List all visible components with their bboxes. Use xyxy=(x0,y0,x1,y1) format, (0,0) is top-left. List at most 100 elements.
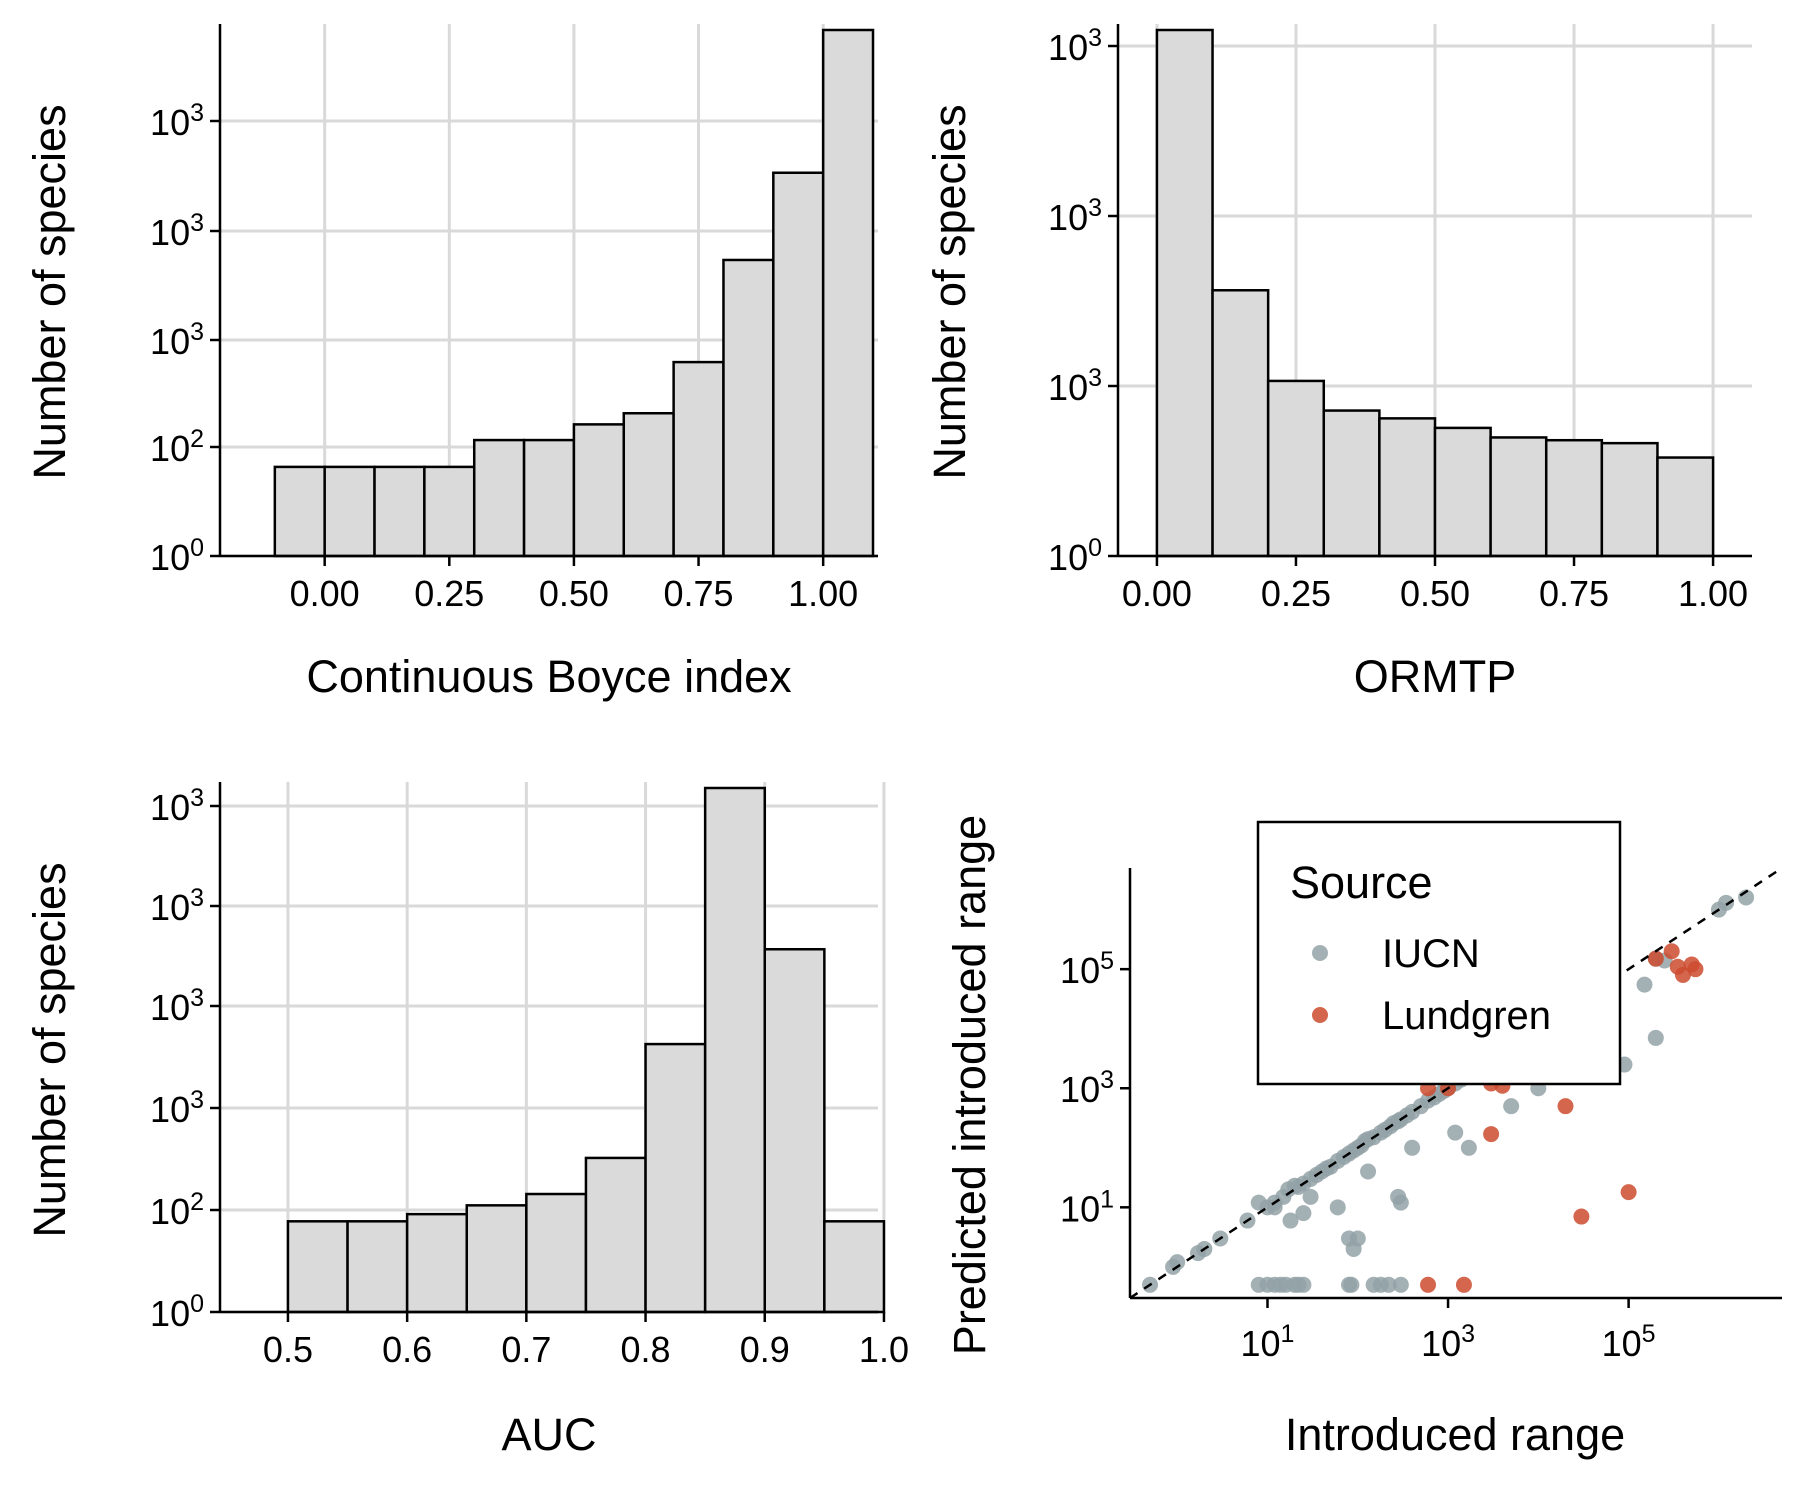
y-tick-label: 103 xyxy=(1060,1066,1114,1110)
tick-base: 10 xyxy=(1421,1323,1461,1364)
legend-swatch-lundgren xyxy=(1312,1007,1328,1023)
histogram-bar xyxy=(584,1156,647,1314)
histogram-bar xyxy=(722,258,775,558)
legend-label-iucn: IUCN xyxy=(1382,932,1480,976)
y-tick-label: 101 xyxy=(1060,1185,1114,1229)
tick-base: 10 xyxy=(1241,1323,1281,1364)
iucn-point xyxy=(1302,1188,1319,1205)
lundgren-point xyxy=(1647,950,1664,967)
tick-base: 10 xyxy=(1048,367,1088,408)
x-tick-label: 0.50 xyxy=(1400,573,1470,614)
lundgren-point xyxy=(1573,1208,1590,1225)
x-tick-label: 0.5 xyxy=(263,1329,313,1370)
identity-reference-line xyxy=(1129,866,1783,1300)
x-axis-title: ORMTP xyxy=(1354,651,1517,702)
y-tick-label: 102 xyxy=(150,1188,204,1232)
iucn-point xyxy=(1345,1240,1362,1257)
tick-exponent: 1 xyxy=(1281,1320,1295,1348)
y-tick-label: 103 xyxy=(150,209,204,253)
histogram-bar xyxy=(1656,456,1715,558)
lundgren-point xyxy=(1620,1184,1637,1201)
tick-exponent: 3 xyxy=(1088,194,1102,222)
histogram-bar xyxy=(672,360,725,558)
tick-base: 10 xyxy=(1602,1323,1642,1364)
x-tick-label: 0.25 xyxy=(1261,573,1331,614)
iucn-point xyxy=(1295,1276,1312,1293)
iucn-point xyxy=(1266,1199,1283,1216)
y-tick-label: 103 xyxy=(150,884,204,928)
y-axis-title: Number of species xyxy=(24,862,75,1237)
tick-exponent: 3 xyxy=(190,984,204,1012)
iucn-point xyxy=(1460,1139,1477,1156)
tick-base: 10 xyxy=(150,1293,190,1334)
iucn-point xyxy=(1392,1276,1409,1293)
tick-base: 10 xyxy=(150,887,190,928)
tick-base: 10 xyxy=(150,1191,190,1232)
y-tick-label: 102 xyxy=(150,425,204,469)
histogram-bar xyxy=(572,423,626,558)
tick-exponent: 0 xyxy=(190,1290,204,1318)
tick-exponent: 0 xyxy=(1088,534,1102,562)
histogram-bar xyxy=(622,411,675,558)
x-tick-label: 1.00 xyxy=(788,573,858,614)
iucn-point xyxy=(1282,1212,1299,1229)
legend-swatch-iucn xyxy=(1312,945,1328,961)
histogram-bar xyxy=(323,465,376,558)
x-tick-label: 0.75 xyxy=(1539,573,1609,614)
histogram-bar xyxy=(465,1204,528,1314)
auc-histogram-panel: 0.5 0.6 0.7 0.8 0.9 1.0100102103103103103AUCN… xyxy=(24,782,909,1460)
histogram-bar xyxy=(763,948,826,1314)
x-tick-label: 105 xyxy=(1602,1320,1656,1364)
boyce-histogram-panel: 0.00 0.25 0.50 0.75 1.00100102103103103Conti… xyxy=(24,24,878,702)
x-tick-label: 0.8 xyxy=(621,1329,671,1370)
x-tick-label: 0.25 xyxy=(414,573,484,614)
histogram-bar xyxy=(1489,436,1548,558)
tick-base: 10 xyxy=(150,321,190,362)
tick-exponent: 3 xyxy=(1088,364,1102,392)
lundgren-point xyxy=(1663,943,1680,960)
tick-base: 10 xyxy=(1048,197,1088,238)
iucn-point xyxy=(1636,976,1653,993)
tick-base: 10 xyxy=(150,212,190,253)
iucn-point xyxy=(1447,1124,1464,1141)
legend-title: Source xyxy=(1290,857,1433,908)
x-tick-label: 103 xyxy=(1421,1320,1475,1364)
tick-exponent: 3 xyxy=(190,884,204,912)
iucn-point xyxy=(1380,1276,1397,1293)
tick-exponent: 1 xyxy=(1100,1185,1114,1213)
tick-base: 10 xyxy=(150,787,190,828)
tick-exponent: 3 xyxy=(190,784,204,812)
tick-exponent: 5 xyxy=(1642,1320,1656,1348)
x-tick-label: 1.0 xyxy=(859,1329,909,1370)
tick-base: 10 xyxy=(150,987,190,1028)
iucn-point xyxy=(1360,1163,1377,1180)
x-tick-label: 0.00 xyxy=(1122,573,1192,614)
legend: Source IUCN Lundgren xyxy=(1256,820,1622,1086)
y-axis-title: Predicted introduced range xyxy=(944,815,995,1355)
y-tick-label: 103 xyxy=(1048,364,1102,408)
iucn-point xyxy=(1392,1194,1409,1211)
tick-base: 10 xyxy=(1060,1188,1100,1229)
tick-exponent: 0 xyxy=(190,534,204,562)
histogram-bar xyxy=(472,438,526,558)
lundgren-point xyxy=(1674,966,1691,983)
lundgren-point xyxy=(1557,1098,1574,1115)
y-axis-title: Number of species xyxy=(924,104,975,479)
tick-base: 10 xyxy=(150,537,190,578)
histogram-bar xyxy=(1155,28,1214,558)
x-axis-title: Continuous Boyce index xyxy=(306,651,792,702)
histogram-bar xyxy=(405,1212,469,1314)
tick-exponent: 2 xyxy=(190,1188,204,1216)
y-tick-label: 103 xyxy=(150,99,204,143)
iucn-point xyxy=(1343,1276,1360,1293)
histogram-bar xyxy=(373,465,426,558)
x-tick-label: 0.50 xyxy=(539,573,609,614)
histogram-bar xyxy=(1600,441,1659,558)
histogram-bar xyxy=(772,171,825,558)
iucn-point xyxy=(1329,1199,1346,1216)
y-tick-label: 103 xyxy=(1048,194,1102,238)
tick-exponent: 5 xyxy=(1100,947,1114,975)
tick-exponent: 3 xyxy=(190,318,204,346)
